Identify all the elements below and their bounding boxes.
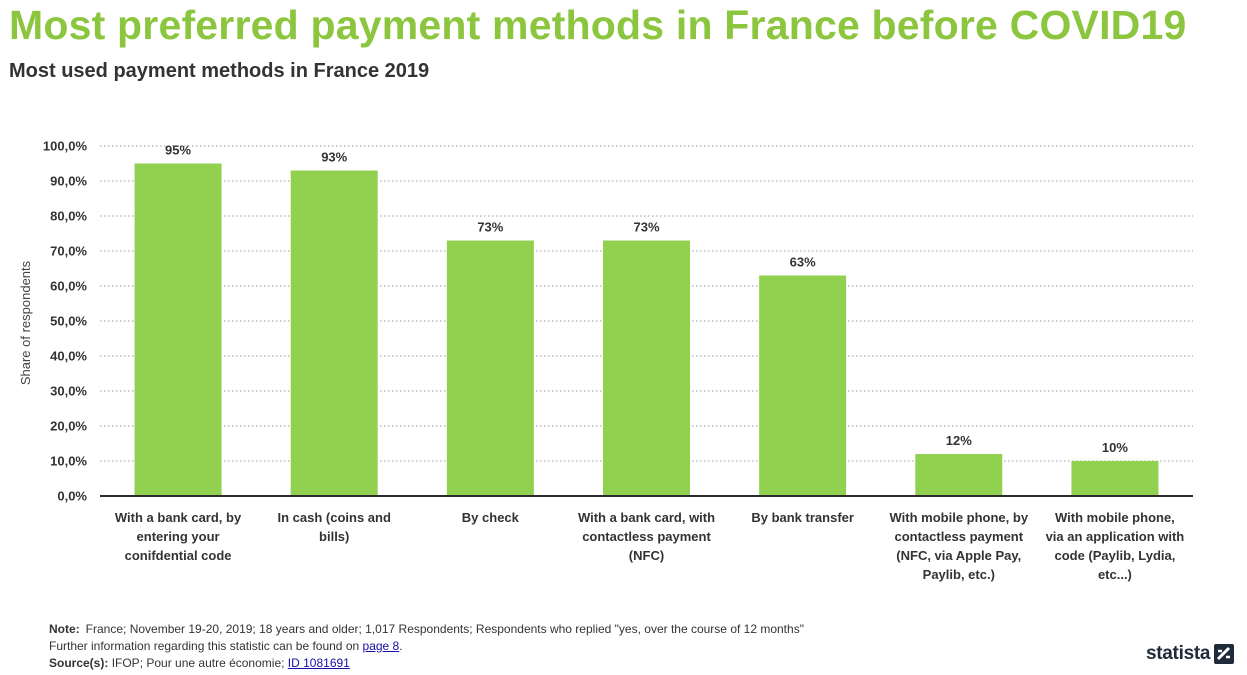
data-label: 93% <box>321 150 347 165</box>
y-tick-label: 20,0% <box>50 419 87 434</box>
chart-notes: Note: France; November 19-20, 2019; 18 ye… <box>49 621 804 672</box>
bar <box>915 454 1003 496</box>
bar <box>290 170 378 496</box>
bar <box>759 275 847 496</box>
x-tick-label-line: With a bank card, by <box>115 510 242 525</box>
statistic-id-link[interactable]: ID 1081691 <box>287 656 350 670</box>
x-tick-label-line: With mobile phone, <box>1055 510 1175 525</box>
y-tick-label: 40,0% <box>50 349 87 364</box>
y-tick-label: 0,0% <box>57 489 87 504</box>
statista-logo-icon <box>1214 644 1235 664</box>
bar <box>446 240 534 496</box>
page-title: Most preferred payment methods in France… <box>9 2 1187 48</box>
x-tick-label: With a bank card, with contactless paymen… <box>578 510 715 563</box>
x-tick-label-line: contactless payment <box>894 529 1023 544</box>
x-tick-label: With mobile phone, via an application wit… <box>1046 510 1185 582</box>
x-tick-label-line: contactless payment <box>582 529 711 544</box>
x-tick-label-line: code (Paylib, Lydia, <box>1054 548 1175 563</box>
chart-subtitle: Most used payment methods in France 2019 <box>9 60 430 82</box>
data-label: 73% <box>477 220 503 235</box>
further-info-line: Further information regarding this stati… <box>49 638 804 655</box>
x-tick-label-line: bills) <box>319 529 349 544</box>
x-tick-label-line: With a bank card, with <box>578 510 715 525</box>
x-tick-label-line: (NFC) <box>629 548 664 563</box>
x-tick-label: With a bank card, by entering your conifde… <box>115 510 242 563</box>
further-info-end: . <box>399 639 403 653</box>
further-info-text: Further information regarding this stati… <box>49 639 360 653</box>
bar-chart: 0,0% 10,0% 20,0% 30,0% 40,0% 50,0% 60,0% 70,0% 8… <box>18 139 1193 582</box>
x-tick-label: By bank transfer <box>751 510 854 525</box>
note-text: France; November 19-20, 2019; 18 years a… <box>85 622 804 636</box>
y-tick-label: 100,0% <box>43 139 88 154</box>
y-tick-label: 70,0% <box>50 244 87 259</box>
y-tick-label: 10,0% <box>50 454 87 469</box>
note-line: Note: France; November 19-20, 2019; 18 ye… <box>49 621 804 638</box>
x-tick-label-line: With mobile phone, by <box>890 510 1029 525</box>
data-label: 63% <box>790 255 816 270</box>
x-tick-label-line: entering your <box>137 529 220 544</box>
data-label: 12% <box>946 433 972 448</box>
logo-text: statista <box>1146 643 1211 664</box>
y-tick-label: 50,0% <box>50 314 87 329</box>
y-tick-label: 60,0% <box>50 279 87 294</box>
x-tick-label-line: etc...) <box>1098 567 1132 582</box>
data-label: 73% <box>633 220 659 235</box>
x-tick-label-line: via an application with <box>1046 529 1185 544</box>
y-tick-label: 90,0% <box>50 174 87 189</box>
statista-logo[interactable]: statista <box>1146 643 1235 665</box>
x-tick-label-line: By bank transfer <box>751 510 854 525</box>
y-axis-label: Share of respondents <box>18 260 33 385</box>
y-tick-label: 80,0% <box>50 209 87 224</box>
source-label: Source(s): <box>49 656 109 670</box>
source-text: IFOP; Pour une autre économie; <box>111 656 285 670</box>
x-tick-label-line: By check <box>462 510 520 525</box>
x-tick-label-line: (NFC, via Apple Pay, <box>896 548 1021 563</box>
x-tick-label-line: conifdential code <box>125 548 232 563</box>
x-tick-label-line: Paylib, etc.) <box>923 567 995 582</box>
y-tick-label: 30,0% <box>50 384 87 399</box>
data-label: 10% <box>1102 440 1128 455</box>
source-line: Source(s): IFOP; Pour une autre économie… <box>49 655 804 672</box>
page-link[interactable]: page 8 <box>362 639 400 653</box>
bar <box>1071 461 1159 496</box>
bar <box>603 240 690 496</box>
x-tick-label: In cash (coins and bills) <box>278 510 391 544</box>
data-label: 95% <box>165 143 191 158</box>
bar <box>134 163 222 496</box>
x-tick-label: With mobile phone, by contactless payment… <box>890 510 1029 582</box>
note-label: Note: <box>49 622 80 636</box>
x-tick-label-line: In cash (coins and <box>278 510 391 525</box>
x-tick-label: By check <box>462 510 520 525</box>
